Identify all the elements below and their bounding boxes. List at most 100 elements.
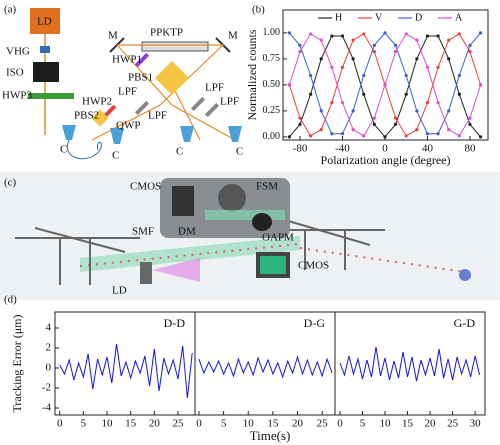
data-point [478,135,483,139]
plot-frame [54,311,486,416]
x-tick-label: 10 [243,418,255,430]
data-point [340,132,345,136]
data-point [287,135,291,139]
data-point [319,128,323,132]
data-point [404,73,408,78]
data-point [425,65,430,69]
setup-label: CMOS [298,260,329,272]
data-point [393,50,398,54]
data-point [351,38,355,42]
series-line [339,346,481,382]
y-tick-label: -4 [42,402,52,414]
setup-label: M [228,30,238,42]
hwp2 [103,104,117,118]
x-tick-label: 5 [81,418,87,430]
data-point [404,134,408,138]
data-point [362,32,366,36]
isolator [33,62,59,82]
setup-label: HWP3 [2,90,32,102]
legend-label: H [335,12,342,23]
fsm [218,184,246,212]
x-tick-label: 5 [221,418,227,430]
data-point [478,83,483,87]
data-point [372,122,376,126]
setup-label: LD [37,16,52,28]
x-tick-label: 20 [292,418,304,430]
beam [205,210,285,220]
setup-label: HWP2 [82,96,112,108]
y-tick-label: 0.50 [263,79,281,90]
data-point [436,100,440,105]
data-point [309,92,313,96]
data-point [362,134,366,138]
setup-label: LPF [220,96,239,108]
x-tick-label: -80 [293,143,308,155]
beam [116,44,236,141]
pbs1 [155,61,189,95]
data-point [468,50,472,54]
series-line [59,343,193,399]
data-point [340,65,345,69]
setup-diagram [28,8,242,160]
legend-label: D [415,12,422,23]
y-tick-label: 0 [46,362,52,374]
panel-label: (b) [252,4,265,16]
data-point [457,73,461,78]
hwp1 [134,52,150,68]
fiber-coupler [228,126,242,142]
x-tick-label: 15 [267,418,279,430]
data-point [436,34,440,38]
panel-label: (a) [4,4,17,16]
setup-label: HWP1 [112,54,142,66]
data-point [372,43,376,47]
x-tick-label: 10 [380,418,392,430]
panel-name: D-G [304,316,326,330]
x-tick-label: 10 [102,418,114,430]
fiber-coupler [110,128,124,144]
setup-label: OAPM [262,232,294,244]
data-point [383,135,387,139]
laser-diode [30,8,60,34]
data-point [309,32,313,36]
setup-label: C [112,150,119,162]
setup-label: QWP [116,120,140,132]
y-axis-label: Normalized counts [245,29,259,120]
panel-label: (c) [4,177,17,189]
y-tick-label: 4 [46,322,52,334]
beam [80,236,300,272]
data-point [468,43,472,47]
x-tick-label: 20 [425,418,437,430]
setup-label: C [236,146,243,158]
setup-label: C [176,146,183,158]
beam [152,258,200,282]
x-tick-label: 15 [125,418,137,430]
data-point [340,100,345,105]
data-point [457,32,461,36]
data-point [309,73,313,78]
setup-label: ISO [6,67,24,79]
data-point [319,57,323,61]
data-point [447,38,451,42]
beam [91,44,225,141]
legend-label: V [375,12,383,23]
ppktp-crystal [141,41,209,52]
y-tick-label: 0.25 [263,105,281,116]
x-tick-label: 25 [447,418,459,430]
lpf [204,102,220,118]
setup-label: M [108,30,118,42]
x-tick-label: 0 [57,418,63,430]
x-tick-label: 25 [317,418,329,430]
data-point [362,73,366,78]
data-point [330,100,334,105]
data-point [372,116,376,120]
legend-label: A [455,12,463,23]
data-point [362,92,366,96]
x-tick-label: 20 [149,418,161,430]
x-tick-label: 0 [382,143,388,155]
data-point [393,43,398,47]
x-axis-label: Time(s) [250,428,291,443]
fiber [66,139,102,160]
data-point [415,57,419,61]
setup-label: SMF [132,226,154,238]
